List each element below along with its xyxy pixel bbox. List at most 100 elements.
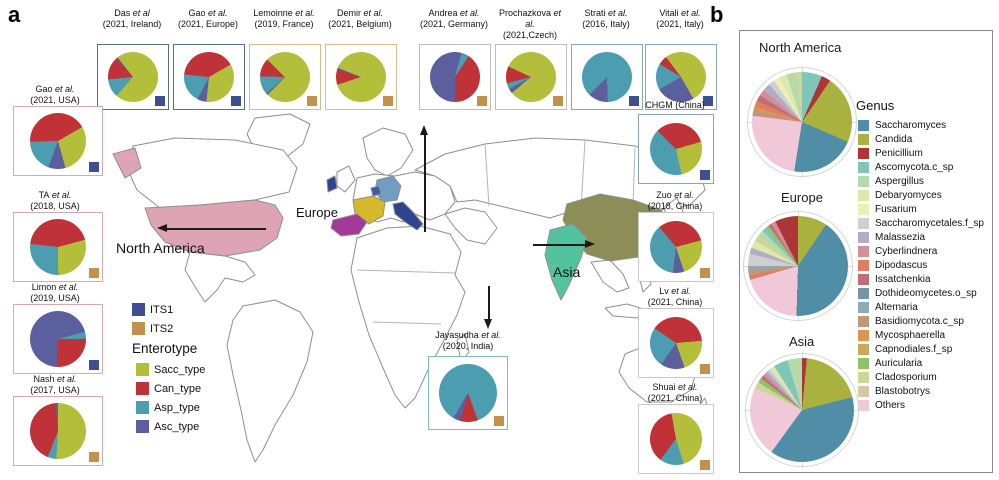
study-pie-demir: [336, 52, 386, 102]
its-legend-item-its1-swatch-icon: [132, 303, 145, 316]
enterotype-item-can_type: Can_type: [136, 379, 205, 398]
genus-item-malassezia: Malassezia: [858, 230, 984, 244]
study-label-gao_usa: Gao et al. (2021, USA): [30, 84, 80, 105]
map-alaska: [112, 147, 142, 179]
its-marker-nash: [89, 452, 99, 462]
its-legend-item-its2-label: ITS2: [150, 322, 174, 335]
study-label-andrea: Andrea et al. (2021, Germany): [419, 8, 489, 29]
genus-item-cladosporium-swatch-icon: [858, 371, 869, 383]
genus-item-auricularia: Auricularia: [858, 356, 984, 370]
asia-arrowhead-icon: [585, 240, 595, 248]
genus-item-alternaria: Alternaria: [858, 300, 984, 314]
study-pie-lemoinne: [260, 52, 310, 102]
study-pie-nash: [30, 403, 86, 459]
genus-item-dothideomycetes-o-sp-swatch-icon: [858, 287, 869, 299]
study-pie-strati: [582, 52, 632, 102]
genus-item-basidiomycota-c-sp: Basidiomycota.c_sp: [858, 314, 984, 328]
study-pie-chgm: [650, 123, 702, 175]
enterotype-item-can_type-swatch-icon: [136, 382, 149, 395]
study-box-chgm: [638, 114, 714, 184]
map-uk: [336, 165, 356, 193]
genus-item-saccharomyces-swatch-icon: [858, 119, 869, 131]
its-marker-shuai: [700, 460, 710, 470]
genus-item-basidiomycota-c-sp-swatch-icon: [858, 315, 869, 327]
study-label-nash: Nash et al. (2017, USA): [30, 374, 80, 395]
its-marker-prochazkova: [553, 96, 563, 106]
genus-item-penicillium-label: Penicillium: [875, 147, 923, 159]
study-pie-vitali: [656, 52, 706, 102]
genus-item-dipodascus: Dipodascus: [858, 258, 984, 272]
map-se-asia: [590, 259, 630, 293]
study-pie-ta: [30, 219, 86, 275]
genus-item-cyberlindnera: Cyberlindnera: [858, 244, 984, 258]
its-marker-zuo: [700, 268, 710, 278]
its-legend-item-its1-label: ITS1: [150, 303, 174, 316]
its-marker-lv: [700, 364, 710, 374]
genus-item-alternaria-label: Alternaria: [875, 301, 918, 313]
map-south-america: [226, 299, 314, 463]
genus-item-fusarium: Fusarium: [858, 202, 984, 216]
study-label-demir: Demir et al. (2021, Belgium): [328, 8, 392, 29]
study-box-nash: [13, 396, 103, 466]
map-italy: [392, 201, 424, 231]
north-america-arrowhead-icon: [157, 224, 167, 232]
genus-item-cyberlindnera-label: Cyberlindnera: [875, 245, 938, 257]
its-legend-item-its2-swatch-icon: [132, 322, 145, 335]
its-marker-chgm: [700, 170, 710, 180]
study-box-limon: [13, 304, 103, 374]
panel-b-label: b: [710, 2, 724, 27]
study-box-demir: [325, 44, 397, 110]
region-pie-wrap-1: [742, 210, 854, 322]
enterotype-item-sacc_type-swatch-icon: [136, 363, 149, 376]
india-arrowhead-icon: [484, 319, 492, 329]
region-pie-wrap-0: [746, 66, 858, 178]
region-pie-wrap-2: [744, 352, 860, 468]
genus-item-malassezia-swatch-icon: [858, 231, 869, 243]
study-box-andrea: [419, 44, 491, 110]
genus-item-ascomycota-c-sp: Ascomycota.c_sp: [858, 160, 984, 174]
its-legend-item-its1: ITS1: [132, 300, 173, 319]
genus-item-mycosphaerella-swatch-icon: [858, 329, 869, 341]
genus-item-cyberlindnera-swatch-icon: [858, 245, 869, 257]
genus-item-saccharomyces: Saccharomyces: [858, 118, 984, 132]
its-legend-item-its2: ITS2: [132, 319, 173, 338]
enterotype-legend: Sacc_type Can_type Asp_type Asc_type: [136, 360, 205, 436]
genus-item-others-label: Others: [875, 399, 906, 411]
study-pie-shuai: [650, 413, 702, 465]
genus-item-auricularia-label: Auricularia: [875, 357, 923, 369]
genus-item-alternaria-swatch-icon: [858, 301, 869, 313]
study-box-gao_usa: [13, 106, 103, 176]
genus-item-blastobotrys-swatch-icon: [858, 385, 869, 397]
study-box-zuo: [638, 212, 714, 282]
study-box-shuai: [638, 404, 714, 474]
asia-arrow: [533, 244, 585, 246]
its-marker-gao_eu: [231, 96, 241, 106]
study-pie-prochazkova: [506, 52, 556, 102]
study-label-jayasudha: Jayasudha et al. (2020, India): [435, 330, 501, 351]
its-marker-strati: [629, 96, 639, 106]
map-label-europe: Europe: [296, 205, 338, 220]
its-marker-lemoinne: [307, 96, 317, 106]
genus-item-candida-label: Candida: [875, 133, 913, 145]
its-marker-jayasudha: [494, 416, 504, 426]
north-america-arrow: [166, 228, 266, 230]
genus-item-candida-swatch-icon: [858, 133, 869, 145]
genus-item-debaryomyces-swatch-icon: [858, 189, 869, 201]
study-pie-das: [108, 52, 158, 102]
enterotype-item-asp_type-swatch-icon: [136, 401, 149, 414]
india-arrow: [488, 286, 490, 320]
genus-item-others-swatch-icon: [858, 399, 869, 411]
genus-item-issatchenkia-swatch-icon: [858, 273, 869, 285]
study-pie-andrea: [430, 52, 480, 102]
map-madagascar: [456, 333, 470, 363]
its-marker-demir: [383, 96, 393, 106]
genus-item-penicillium: Penicillium: [858, 146, 984, 160]
enterotype-item-asc_type: Asc_type: [136, 417, 205, 436]
study-label-zuo: Zuo et al. (2018, China): [647, 190, 703, 211]
its-marker-limon: [89, 360, 99, 370]
study-label-lemoinne: Lemoinne et al. (2019, France): [253, 8, 315, 29]
enterotype-item-can_type-label: Can_type: [154, 382, 202, 395]
study-box-lemoinne: [249, 44, 321, 110]
region-pie-europe: [748, 216, 848, 316]
study-box-ta: [13, 212, 103, 282]
